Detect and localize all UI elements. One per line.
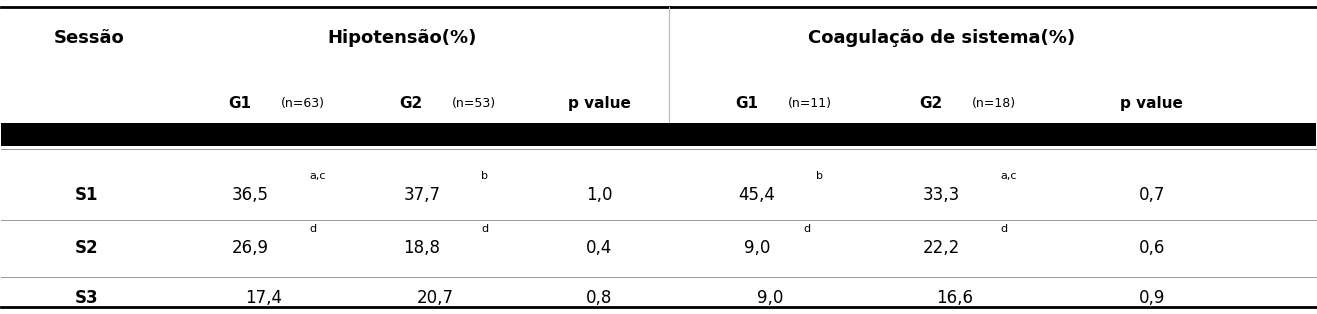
Text: 0,7: 0,7 bbox=[1139, 186, 1166, 203]
Text: G1: G1 bbox=[229, 96, 252, 111]
Text: 1,0: 1,0 bbox=[586, 186, 612, 203]
Text: 0,8: 0,8 bbox=[586, 289, 612, 307]
Text: 18,8: 18,8 bbox=[403, 239, 440, 257]
Text: d: d bbox=[803, 224, 810, 234]
Text: S1: S1 bbox=[75, 186, 97, 203]
Text: G1: G1 bbox=[735, 96, 759, 111]
Text: (n=53): (n=53) bbox=[452, 97, 497, 110]
Text: (n=63): (n=63) bbox=[282, 97, 325, 110]
Text: d: d bbox=[1001, 224, 1008, 234]
Text: 37,7: 37,7 bbox=[403, 186, 440, 203]
Text: S2: S2 bbox=[74, 239, 97, 257]
Text: 45,4: 45,4 bbox=[739, 186, 776, 203]
Text: (n=18): (n=18) bbox=[972, 97, 1015, 110]
Text: (n=11): (n=11) bbox=[788, 97, 832, 110]
Text: 22,2: 22,2 bbox=[923, 239, 960, 257]
Text: 0,6: 0,6 bbox=[1139, 239, 1166, 257]
Text: d: d bbox=[309, 224, 317, 234]
Text: 9,0: 9,0 bbox=[757, 289, 784, 307]
Text: 26,9: 26,9 bbox=[232, 239, 269, 257]
Text: 20,7: 20,7 bbox=[416, 289, 453, 307]
Text: 36,5: 36,5 bbox=[232, 186, 269, 203]
Text: 33,3: 33,3 bbox=[923, 186, 960, 203]
Text: G2: G2 bbox=[399, 96, 423, 111]
Text: b: b bbox=[817, 171, 823, 181]
Text: a,c: a,c bbox=[1001, 171, 1017, 181]
Text: G2: G2 bbox=[919, 96, 943, 111]
Text: b: b bbox=[481, 171, 487, 181]
Text: Hipotensão(%): Hipotensão(%) bbox=[327, 29, 477, 47]
Text: 0,9: 0,9 bbox=[1139, 289, 1166, 307]
Text: p value: p value bbox=[568, 96, 631, 111]
Text: 9,0: 9,0 bbox=[744, 239, 770, 257]
Text: Sessão: Sessão bbox=[53, 29, 124, 47]
Text: 17,4: 17,4 bbox=[245, 289, 282, 307]
Text: S3: S3 bbox=[74, 289, 97, 307]
Text: 16,6: 16,6 bbox=[936, 289, 973, 307]
Text: d: d bbox=[481, 224, 489, 234]
Text: a,c: a,c bbox=[309, 171, 327, 181]
Text: Coagulação de sistema(%): Coagulação de sistema(%) bbox=[807, 29, 1075, 47]
Text: p value: p value bbox=[1121, 96, 1183, 111]
Bar bbox=[1, 122, 1316, 146]
Text: 0,4: 0,4 bbox=[586, 239, 612, 257]
